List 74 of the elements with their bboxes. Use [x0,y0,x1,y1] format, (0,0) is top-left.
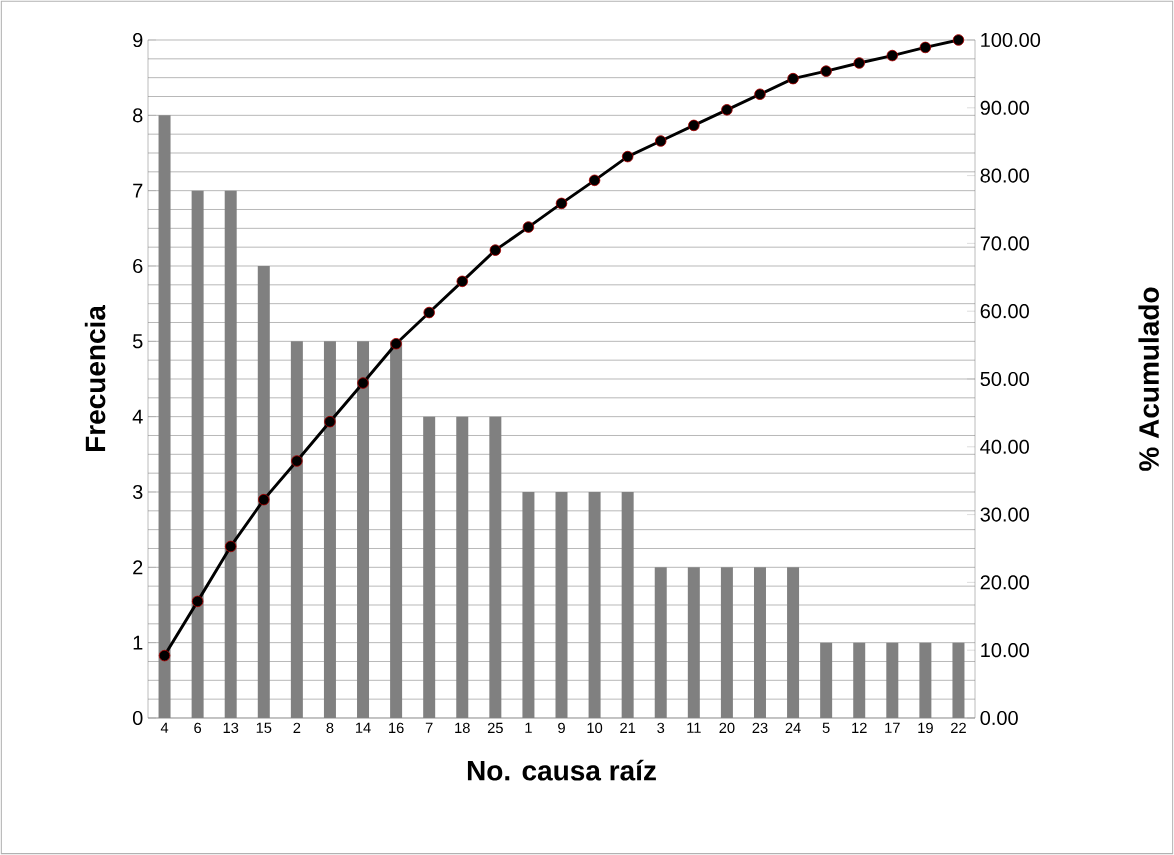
x-tick-label: 1 [525,722,532,733]
point [588,174,601,187]
point [919,41,932,54]
x-tick-label: 18 [455,722,470,734]
y2-tick-label: 40.00 [980,439,1029,454]
point [423,306,435,319]
y-tick-label: 2 [133,560,143,575]
point [754,88,766,100]
x-tick-label: 7 [425,722,433,733]
x-tick-label: 16 [389,722,404,734]
point [721,104,733,116]
x-tick-label: 14 [355,722,371,733]
y-tick-label: 8 [133,108,143,123]
point [291,455,303,467]
x-tick-label: 11 [687,722,701,733]
x-tick-label: 3 [657,722,665,734]
point [555,197,568,210]
x-tick-label: 13 [223,722,239,734]
point [390,338,402,350]
x-tick-label: 25 [487,722,503,734]
point [357,377,369,389]
point [191,595,204,608]
x-tick-label: 21 [620,722,636,733]
y2-tick-label: 20.00 [980,575,1029,590]
y-tick-label: 0 [132,710,143,726]
y-tick-label: 6 [133,258,143,274]
x-tick-label: 24 [785,722,801,733]
point [258,493,270,506]
y2-tick-label: 50.00 [980,371,1029,387]
y2-tick-label: 0.00 [980,710,1018,726]
y2-axis-title: % Acumulado [1138,287,1159,471]
point [655,135,667,147]
point [820,65,832,77]
point [456,275,468,288]
point [158,649,171,662]
y2-tick-label: 80.00 [980,168,1029,183]
x-tick-label: 10 [587,722,603,734]
point [853,57,865,69]
y-tick-label: 5 [132,334,143,349]
x-tick-label: 4 [160,722,169,733]
point [522,221,535,233]
point [952,34,965,46]
y-axis-title: Frecuencia [84,304,106,452]
x-tick-label: 5 [822,722,830,733]
y2-tick-label: 90.00 [980,100,1029,115]
y-tick-label: 9 [133,32,143,48]
y2-tick-label: 100.00 [981,32,1041,48]
x-tick-label: 6 [194,722,202,734]
y2-tick-label: 60.00 [980,304,1029,319]
y-tick-label: 4 [132,409,143,424]
y-tick-label: 1 [133,635,143,650]
y-tick-label: 7 [133,183,143,198]
y2-tick-label: 10.00 [981,643,1029,658]
x-tick-label: 20 [719,722,735,734]
x-tick-label: 12 [852,722,867,733]
x-tick-label: 9 [558,722,565,734]
point [886,49,899,62]
y2-tick-label: 30.00 [980,507,1029,522]
x-tick-label: 17 [885,722,900,733]
point [224,540,237,553]
x-tick-label: 22 [951,722,966,733]
x-tick-label: 23 [752,722,768,734]
point [621,150,634,163]
y2-tick-label: 70.00 [980,236,1029,251]
x-tick-label: 19 [918,722,933,734]
point [787,72,799,85]
x-tick-label: 8 [326,722,334,734]
point [324,415,336,428]
x-axis-title: No. causa raíz [467,759,656,781]
x-tick-label: 2 [293,722,301,733]
point [489,244,502,256]
y-tick-label: 3 [132,484,143,500]
x-tick-label: 15 [256,722,272,733]
point [688,119,700,132]
